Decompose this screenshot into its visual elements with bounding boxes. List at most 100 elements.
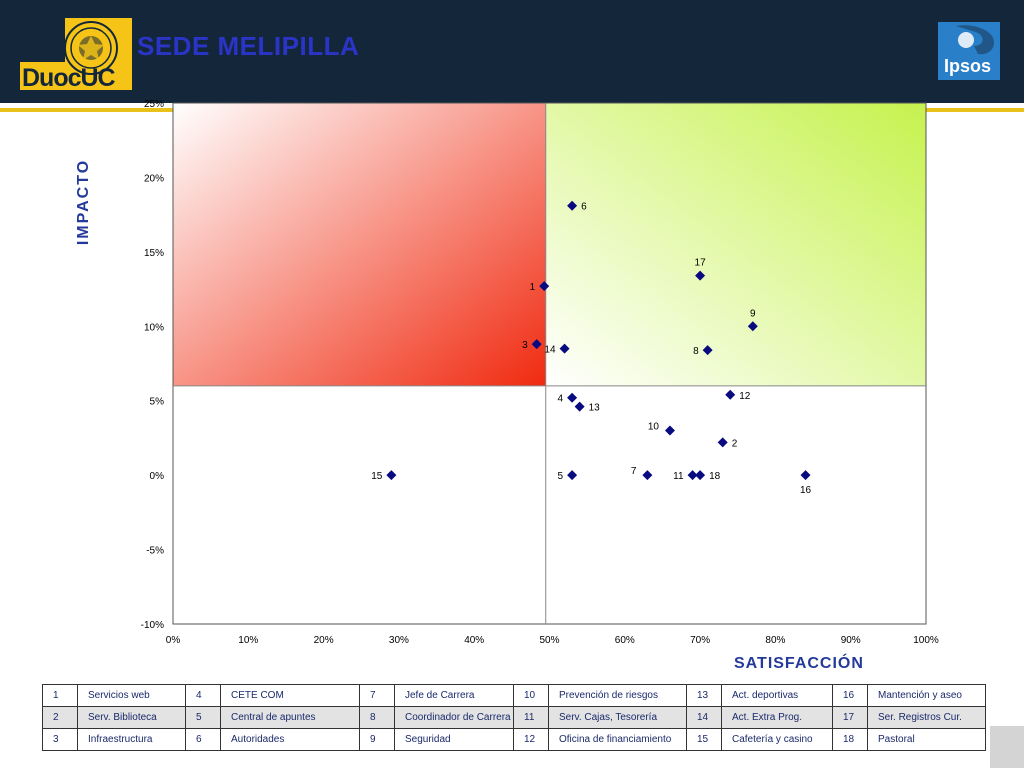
x-tick-label: 40%: [464, 635, 484, 646]
x-tick-label: 60%: [615, 635, 635, 646]
legend-number: 10: [513, 684, 549, 707]
legend-number: 14: [686, 706, 722, 729]
x-tick-label: 30%: [389, 635, 409, 646]
x-tick-label: 20%: [314, 635, 334, 646]
data-point-4: [567, 392, 578, 403]
legend-number: 16: [832, 684, 868, 707]
data-label-6: 6: [581, 202, 587, 213]
legend-number: 2: [42, 706, 78, 729]
legend-item-name: CETE COM: [220, 684, 360, 707]
legend-item-name: Seguridad: [394, 728, 514, 751]
legend-table: 1 Servicios web 4 CETE COM 7 Jefe de Carrera 1…: [42, 684, 986, 751]
data-label-7: 7: [631, 466, 637, 477]
legend-number: 17: [832, 706, 868, 729]
x-tick-label: 70%: [690, 635, 710, 646]
legend-number: 11: [513, 706, 549, 729]
data-point-16: [800, 470, 811, 481]
data-point-18: [695, 470, 706, 481]
y-tick-label: 10%: [144, 322, 164, 333]
ipsos-logo: Ipsos: [938, 22, 1000, 80]
data-label-13: 13: [589, 403, 601, 414]
data-label-16: 16: [800, 485, 812, 496]
legend-item-name: Act. deportivas: [721, 684, 833, 707]
legend-number: 9: [359, 728, 395, 751]
y-tick-label: -10%: [141, 620, 164, 631]
legend-row: 2 Serv. Biblioteca 5 Central de apuntes 8 Coo…: [42, 706, 986, 729]
y-tick-label: 0%: [150, 471, 165, 482]
data-point-15: [386, 470, 397, 481]
legend-number: 5: [185, 706, 221, 729]
data-point-13: [574, 401, 585, 412]
legend-item-name: Serv. Cajas, Tesorería: [548, 706, 687, 729]
y-tick-label: 5%: [150, 397, 165, 408]
legend-item-name: Oficina de financiamiento: [548, 728, 687, 751]
data-label-12: 12: [739, 391, 751, 402]
legend-item-name: Jefe de Carrera: [394, 684, 514, 707]
data-point-8: [702, 345, 713, 356]
x-tick-label: 10%: [238, 635, 258, 646]
y-tick-label: 15%: [144, 248, 164, 259]
data-point-3: [531, 339, 542, 350]
x-tick-label: 80%: [765, 635, 785, 646]
data-point-10: [664, 425, 675, 436]
legend-number: 4: [185, 684, 221, 707]
y-tick-label: 25%: [144, 99, 164, 110]
data-label-11: 11: [673, 471, 684, 482]
data-label-3: 3: [522, 340, 528, 351]
legend-number: 3: [42, 728, 78, 751]
data-point-11: [687, 470, 698, 481]
svg-text:Ipsos: Ipsos: [944, 56, 991, 76]
y-axis-title: IMPACTO: [75, 158, 92, 246]
y-tick-label: -5%: [146, 546, 164, 557]
legend-item-name: Infraestructura: [77, 728, 186, 751]
data-point-14: [559, 343, 570, 354]
data-label-14: 14: [544, 345, 556, 356]
legend-number: 18: [832, 728, 868, 751]
data-label-17: 17: [695, 258, 707, 269]
legend-item-name: Pastoral: [867, 728, 986, 751]
corner-decoration: [990, 726, 1024, 768]
data-point-12: [725, 389, 736, 400]
legend-number: 13: [686, 684, 722, 707]
legend-number: 15: [686, 728, 722, 751]
svg-text:DuocUC: DuocUC: [22, 64, 116, 90]
legend-number: 6: [185, 728, 221, 751]
legend-item-name: Mantención y aseo: [867, 684, 986, 707]
duocuc-logo: DuocUC: [20, 18, 132, 90]
legend-item-name: Serv. Biblioteca: [77, 706, 186, 729]
data-label-4: 4: [558, 394, 564, 405]
legend-item-name: Central de apuntes: [220, 706, 360, 729]
x-axis-title: SATISFACCIÓN: [734, 655, 864, 672]
legend-number: 7: [359, 684, 395, 707]
y-tick-label: 20%: [144, 173, 164, 184]
quadrant-high-impact-high-satisfaction: [545, 103, 926, 386]
legend-row: 1 Servicios web 4 CETE COM 7 Jefe de Carrera 1…: [42, 684, 986, 707]
data-label-8: 8: [693, 346, 699, 357]
plot-border: [172, 102, 927, 625]
x-tick-label: 0%: [166, 635, 181, 646]
x-tick-label: 50%: [539, 635, 559, 646]
legend-item-name: Servicios web: [77, 684, 186, 707]
legend-item-name: Act. Extra Prog.: [721, 706, 833, 729]
legend-number: 12: [513, 728, 549, 751]
data-point-1: [539, 281, 550, 292]
data-point-7: [642, 470, 653, 481]
legend-item-name: Prevención de riesgos: [548, 684, 687, 707]
data-label-9: 9: [750, 308, 756, 319]
data-label-18: 18: [709, 471, 721, 482]
data-point-9: [747, 321, 758, 332]
legend-number: 8: [359, 706, 395, 729]
data-point-2: [717, 437, 728, 448]
legend-item-name: Autoridades: [220, 728, 360, 751]
data-label-10: 10: [648, 421, 660, 432]
x-tick-label: 100%: [913, 635, 939, 646]
legend-item-name: Ser. Registros Cur.: [867, 706, 986, 729]
legend-number: 1: [42, 684, 78, 707]
legend-row: 3 Infraestructura 6 Autoridades 9 Seguridad 12…: [42, 728, 986, 751]
x-tick-label: 90%: [841, 635, 861, 646]
data-label-1: 1: [530, 282, 536, 293]
data-point-5: [567, 470, 578, 481]
data-label-15: 15: [371, 471, 383, 482]
data-label-2: 2: [732, 438, 738, 449]
